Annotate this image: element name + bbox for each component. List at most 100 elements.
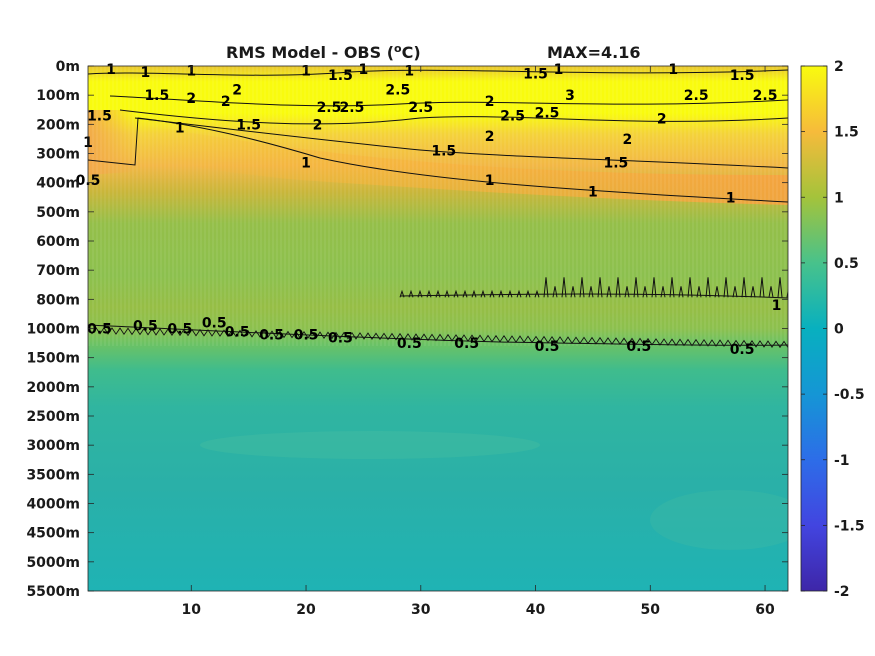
contour-label: 0.5: [225, 324, 250, 340]
contour-label: 2: [221, 94, 231, 110]
y-tick-label: 800m: [36, 292, 80, 308]
contour-label: 0.5: [730, 342, 755, 358]
contour-label: 0.5: [397, 336, 422, 352]
contour-label: 2: [657, 112, 667, 128]
y-tick-label: 100m: [36, 88, 80, 104]
chart-title: RMS Model - OBS (oC): [226, 42, 421, 62]
contour-label: 1: [404, 63, 414, 79]
contour-label: 1.5: [730, 68, 755, 84]
contour-label: 1.5: [328, 68, 353, 84]
contour-label: 1: [726, 190, 736, 206]
contour-label: 2.5: [753, 88, 778, 104]
x-tick-label: 30: [411, 602, 431, 618]
y-tick-label: 5000m: [26, 555, 80, 571]
contour-label: 1: [175, 120, 185, 136]
y-tick-label: 2500m: [26, 409, 80, 425]
contour-label: 1: [772, 298, 782, 314]
contour-label: 1.5: [144, 88, 169, 104]
y-tick-label: 500m: [36, 205, 80, 221]
colorbar-tick-label: 0.5: [834, 256, 859, 272]
contour-label: 1: [554, 62, 564, 78]
contour-label: 2: [485, 129, 495, 145]
contour-label: 2.5: [340, 100, 365, 116]
contour-label: 0.5: [294, 327, 319, 343]
contour-label: 2.5: [535, 106, 560, 122]
y-tick-label: 1500m: [26, 351, 80, 367]
colorbar-tick-label: -2: [834, 584, 850, 600]
colorbar-tick-label: 2: [834, 59, 844, 75]
contour-label: 0.5: [328, 330, 353, 346]
contour-label: 1: [106, 62, 116, 78]
contour-spikes: [399, 277, 788, 298]
contour-label: 1.5: [523, 66, 548, 82]
contour-label: 1: [668, 62, 678, 78]
contour-label: 1: [141, 65, 151, 81]
y-tick-label: 2000m: [26, 380, 80, 396]
y-tick-label: 5500m: [26, 584, 80, 600]
y-tick-label: 3500m: [26, 467, 80, 483]
x-tick-label: 10: [182, 602, 202, 618]
x-tick-label: 20: [296, 602, 316, 618]
y-tick-label: 300m: [36, 147, 80, 163]
contour-label: 0.5: [535, 339, 560, 355]
colorbar-tick-label: 1.5: [834, 125, 859, 141]
x-axis: 10 20 30 40 50 60: [182, 66, 775, 618]
contour-line: [109, 95, 788, 107]
contour-label: 0.5: [133, 319, 158, 335]
contour-label: 2.5: [684, 88, 709, 104]
colorbar-tick-label: 0: [834, 322, 844, 338]
contour-label: 2: [186, 91, 196, 107]
colorbar-tick-label: -1: [834, 453, 850, 469]
y-tick-label: 0m: [56, 59, 80, 75]
contour-label: 2: [622, 132, 632, 148]
contour-label: 1: [485, 173, 495, 189]
contour-label: 1.5: [431, 144, 456, 160]
contour-label: 0.5: [259, 327, 284, 343]
colorbar-ticks: 2 1.5 1 0.5 0 -0.5 -1 -1.5 -2: [801, 59, 865, 600]
contour-label: 2: [313, 117, 323, 133]
contour-line: [119, 109, 788, 125]
contour-label: 0.5: [202, 316, 227, 332]
max-label: MAX=4.16: [547, 43, 641, 62]
x-tick-label: 50: [641, 602, 661, 618]
y-tick-label: 4000m: [26, 497, 80, 513]
contour-label: 1: [301, 155, 311, 171]
contour-label: 0.5: [454, 336, 479, 352]
contour-line: [134, 117, 788, 169]
contour-label: 1.5: [236, 117, 261, 133]
contour-label: 2: [485, 94, 495, 110]
field-texture: [88, 66, 788, 346]
x-tick-label: 40: [526, 602, 546, 618]
deep-tongue: [200, 431, 540, 459]
contour-labels: 1 1 1 1 1.5 1 1 1.5 1 1 1.51.51.5 2 222.52.52.52.5 22…: [76, 62, 782, 358]
y-tick-label: 4500m: [26, 526, 80, 542]
y-axis: 0m 100m 200m 300m 400m 500m 600m 700m 800m 1000m 1…: [26, 59, 788, 600]
y-tick-label: 200m: [36, 117, 80, 133]
y-tick-label: 400m: [36, 176, 80, 192]
x-tick-label: 60: [755, 602, 775, 618]
contour-label: 0.5: [87, 322, 112, 338]
contour-line: [88, 69, 788, 76]
contour-label: 3: [565, 88, 575, 104]
contour-label: 2.5: [408, 100, 433, 116]
colorbar-tick-label: 1: [834, 190, 844, 206]
contour-label: 0.5: [626, 339, 651, 355]
colorbar: [800, 65, 828, 592]
contour-label: 2: [232, 82, 242, 98]
contour-label: 2.5: [500, 109, 525, 125]
contour-line: [88, 117, 788, 203]
contour-label: 1.5: [603, 155, 628, 171]
colorbar-tick-label: -0.5: [834, 387, 865, 403]
plot-area: [88, 66, 788, 591]
y-tick-label: 700m: [36, 263, 80, 279]
contour-label: 1.5: [87, 109, 112, 125]
contour-label: 2.5: [317, 100, 342, 116]
y-tick-label: 1000m: [26, 322, 80, 338]
contour-line-0-5: [88, 322, 788, 349]
contour-label: 2.5: [385, 82, 410, 98]
y-tick-label: 600m: [36, 234, 80, 250]
contour-label: 1: [588, 184, 598, 200]
deep-patch: [650, 490, 788, 550]
colorbar-tick-label: -1.5: [834, 518, 865, 534]
